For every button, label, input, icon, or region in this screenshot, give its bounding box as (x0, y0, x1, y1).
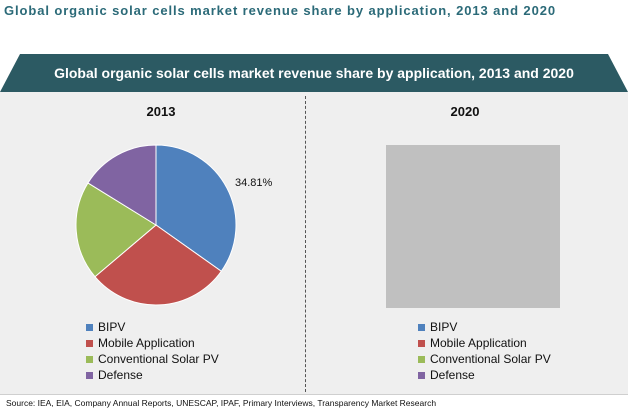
pie-2020-title: 2020 (450, 104, 480, 119)
image-placeholder-2020 (386, 145, 560, 308)
legend-item-defense: Defense (86, 367, 219, 383)
legend-label: Conventional Solar PV (430, 352, 551, 366)
legend-label: Defense (98, 368, 143, 382)
panel-divider (305, 96, 306, 392)
legend-swatch-conventional-solar-pv (86, 355, 93, 363)
legend-swatch-bipv (418, 323, 425, 331)
legend-label: Conventional Solar PV (98, 352, 219, 366)
legend-item-conventional-solar-pv: Conventional Solar PV (86, 351, 219, 367)
legend-label: Defense (430, 368, 475, 382)
legend-2013: BIPV Mobile Application Conventional Sol… (86, 319, 219, 383)
banner-notch-right (608, 54, 628, 92)
pie-slice-mobile-application (94, 224, 222, 306)
source-note: Source: IEA, EIA, Company Annual Reports… (6, 398, 437, 408)
pie-2013-data-label-bipv: 34.81% (235, 177, 273, 189)
legend-item-bipv: BIPV (86, 319, 219, 335)
bottom-rule (0, 394, 628, 395)
legend-swatch-conventional-solar-pv (418, 355, 425, 363)
legend-label: Mobile Application (430, 336, 527, 350)
pie-slice-conventional-solar-pv (75, 182, 157, 278)
legend-2020: BIPV Mobile Application Conventional Sol… (418, 319, 551, 383)
legend-swatch-defense (418, 371, 425, 379)
legend-item-defense: Defense (418, 367, 551, 383)
legend-item-mobile-application: Mobile Application (86, 335, 219, 351)
legend-label: BIPV (98, 320, 126, 334)
pie-2013-title: 2013 (146, 104, 176, 119)
legend-swatch-defense (86, 371, 93, 379)
legend-label: BIPV (430, 320, 458, 334)
pie-slice-defense (87, 144, 157, 226)
pie-slice-bipv (155, 144, 237, 272)
legend-swatch-mobile-application (418, 339, 425, 347)
page-title: Global organic solar cells market revenu… (4, 3, 556, 18)
banner-title: Global organic solar cells market revenu… (54, 65, 574, 81)
legend-item-bipv: BIPV (418, 319, 551, 335)
legend-item-mobile-application: Mobile Application (418, 335, 551, 351)
legend-item-conventional-solar-pv: Conventional Solar PV (418, 351, 551, 367)
legend-swatch-bipv (86, 323, 93, 331)
banner-notch-left (0, 54, 20, 92)
chart-banner (0, 54, 628, 92)
legend-swatch-mobile-application (86, 339, 93, 347)
legend-label: Mobile Application (98, 336, 195, 350)
